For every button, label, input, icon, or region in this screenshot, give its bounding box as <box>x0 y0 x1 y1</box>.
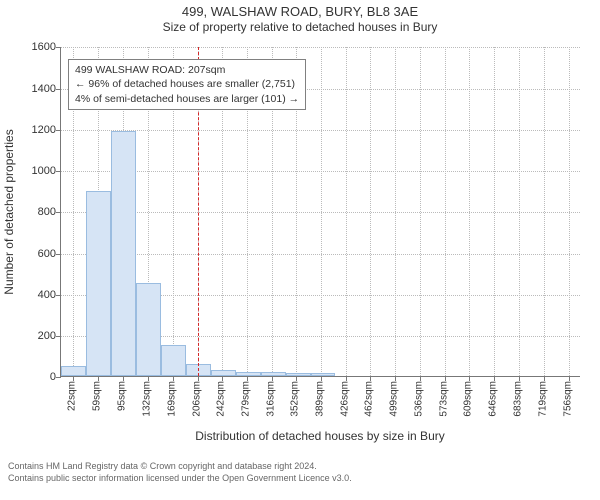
gridline-v <box>395 47 396 376</box>
xtick-label: 95sqm <box>116 381 127 411</box>
xtick-label: 279sqm <box>240 381 251 417</box>
ytick-mark <box>56 254 61 255</box>
ytick-mark <box>56 377 61 378</box>
gridline-v <box>346 47 347 376</box>
histogram-bar <box>111 131 136 376</box>
ytick-label: 0 <box>16 371 56 383</box>
xtick-label: 719sqm <box>537 381 548 417</box>
histogram-chart: Number of detached properties 0 200 400 600… <box>0 37 600 457</box>
ytick-label: 1400 <box>16 83 56 95</box>
ytick-label: 600 <box>16 248 56 260</box>
xtick-label: 426sqm <box>339 381 350 417</box>
histogram-bar <box>261 372 286 376</box>
ytick-mark <box>56 336 61 337</box>
ytick-mark <box>56 295 61 296</box>
xtick-label: 573sqm <box>439 381 450 417</box>
ytick-mark <box>56 212 61 213</box>
footer-attribution: Contains HM Land Registry data © Crown c… <box>0 457 600 484</box>
xtick-label: 352sqm <box>290 381 301 417</box>
histogram-bar <box>311 373 336 376</box>
gridline-v <box>445 47 446 376</box>
ytick-mark <box>56 47 61 48</box>
xtick-label: 646sqm <box>488 381 499 417</box>
ytick-label: 1200 <box>16 124 56 136</box>
legend-line: 499 WALSHAW ROAD: 207sqm <box>75 63 299 77</box>
xtick-label: 683sqm <box>513 381 524 417</box>
histogram-bar <box>286 373 311 376</box>
histogram-bar <box>86 191 111 377</box>
ytick-mark <box>56 171 61 172</box>
ytick-label: 200 <box>16 330 56 342</box>
xtick-label: 132sqm <box>141 381 152 417</box>
xtick-label: 242sqm <box>215 381 226 417</box>
footer-line-2: Contains public sector information licen… <box>8 473 592 484</box>
legend-box: 499 WALSHAW ROAD: 207sqm← 96% of detache… <box>68 59 306 110</box>
gridline-v <box>321 47 322 376</box>
histogram-bar <box>236 372 261 376</box>
ytick-label: 1000 <box>16 165 56 177</box>
gridline-v <box>420 47 421 376</box>
x-axis-title: Distribution of detached houses by size … <box>60 429 580 443</box>
legend-line: ← 96% of detached houses are smaller (2,… <box>75 77 299 91</box>
legend-line: 4% of semi-detached houses are larger (1… <box>75 92 299 106</box>
xtick-label: 756sqm <box>562 381 573 417</box>
ytick-mark <box>56 130 61 131</box>
ytick-label: 400 <box>16 289 56 301</box>
gridline-v <box>494 47 495 376</box>
histogram-bar <box>161 345 186 376</box>
footer-line-1: Contains HM Land Registry data © Crown c… <box>8 461 592 472</box>
histogram-bar <box>136 283 161 376</box>
gridline-v <box>469 47 470 376</box>
ytick-label: 1600 <box>16 41 56 53</box>
xtick-label: 609sqm <box>463 381 474 417</box>
gridline-v <box>544 47 545 376</box>
histogram-bar <box>61 366 86 376</box>
gridline-v <box>519 47 520 376</box>
gridline-v <box>370 47 371 376</box>
page-subtitle: Size of property relative to detached ho… <box>0 20 600 37</box>
xtick-label: 389sqm <box>315 381 326 417</box>
xtick-label: 59sqm <box>92 381 103 411</box>
xtick-label: 316sqm <box>265 381 276 417</box>
histogram-bar <box>211 370 236 376</box>
xtick-label: 22sqm <box>67 381 78 411</box>
xtick-label: 499sqm <box>389 381 400 417</box>
ytick-label: 800 <box>16 206 56 218</box>
xtick-label: 536sqm <box>414 381 425 417</box>
page-title: 499, WALSHAW ROAD, BURY, BL8 3AE <box>0 0 600 20</box>
xtick-label: 462sqm <box>364 381 375 417</box>
y-axis-title: Number of detached properties <box>2 130 16 295</box>
xtick-label: 169sqm <box>166 381 177 417</box>
xtick-label: 206sqm <box>191 381 202 417</box>
gridline-v <box>569 47 570 376</box>
ytick-mark <box>56 89 61 90</box>
